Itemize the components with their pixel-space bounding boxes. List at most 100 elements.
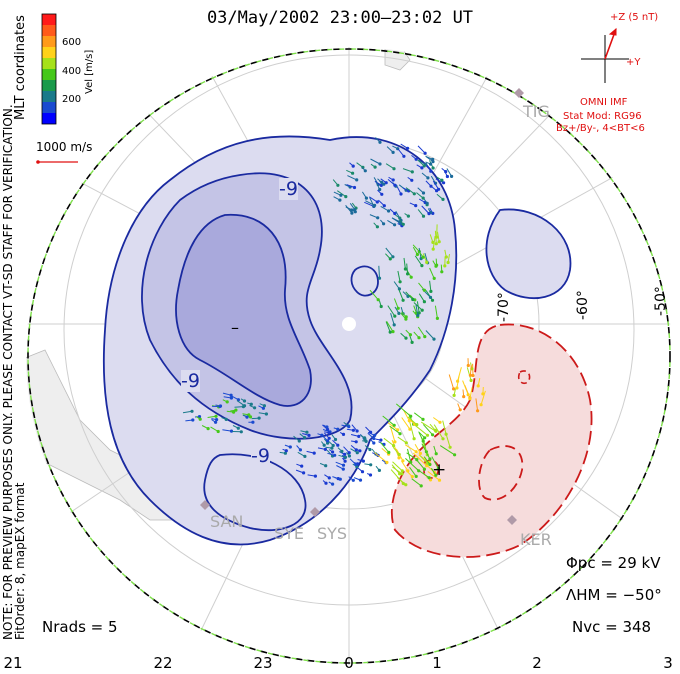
velocity-vector-origin — [215, 418, 219, 422]
velocity-vector-origin — [312, 451, 316, 455]
velocity-vector — [469, 387, 473, 399]
velocity-vector-origin — [442, 181, 446, 185]
colorbar-tick-400: 400 — [62, 66, 82, 77]
velocity-vector-origin — [368, 447, 372, 452]
velocity-vector-origin — [444, 432, 448, 436]
velocity-vector-origin — [298, 448, 302, 452]
velocity-vector-origin — [343, 459, 347, 463]
velocity-vector-origin — [351, 164, 355, 168]
velocity-vector-origin — [476, 409, 480, 413]
velocity-vector — [347, 175, 357, 181]
stat-model: Stat Mod: RG96 — [563, 111, 642, 122]
velocity-vector-origin — [431, 433, 435, 437]
velocity-vector-origin — [410, 340, 414, 344]
velocity-vector-origin — [343, 455, 348, 459]
mlt-label: 21 — [3, 654, 23, 672]
velocity-vector-origin — [355, 451, 359, 455]
velocity-vector — [374, 452, 388, 463]
velocity-vector — [439, 445, 455, 456]
velocity-vector-origin — [428, 462, 432, 467]
velocity-vector-origin — [423, 436, 427, 440]
velocity-vector-origin — [191, 418, 195, 422]
velocity-vector-origin — [425, 260, 429, 264]
velocity-vector-origin — [326, 441, 330, 445]
velocity-vector-origin — [341, 467, 345, 471]
colorbar-label: Vel [m/s] — [84, 49, 95, 94]
velocity-vector-origin — [417, 336, 421, 340]
velocity-vector-origin — [382, 204, 386, 208]
velocity-vector-origin — [466, 363, 470, 368]
velocity-vector-origin — [393, 211, 397, 216]
velocity-vector-origin — [197, 415, 202, 419]
velocity-vector — [369, 197, 375, 207]
velocity-vector-origin — [434, 473, 438, 477]
velocity-vector — [411, 478, 422, 487]
velocity-vector — [403, 409, 410, 422]
velocity-vector — [423, 456, 431, 465]
velocity-vector — [405, 458, 420, 472]
velocity-vector-origin — [331, 450, 335, 454]
velocity-vector — [390, 469, 404, 484]
vector-scale-label: 1000 m/s — [36, 140, 93, 154]
velocity-vector-origin — [284, 449, 288, 453]
velocity-vectors — [182, 137, 486, 488]
velocity-vector-origin — [333, 453, 337, 457]
velocity-vector-origin — [396, 428, 400, 432]
velocity-vector-origin — [376, 298, 380, 302]
velocity-vector-origin — [455, 386, 459, 390]
velocity-vector-origin — [336, 427, 340, 431]
velocity-vector-origin — [437, 478, 442, 482]
station-label: SYS — [317, 524, 348, 543]
velocity-vector-origin — [404, 441, 408, 445]
velocity-vector-origin — [393, 223, 397, 227]
velocity-vector — [416, 468, 430, 479]
velocity-vector-origin — [363, 436, 367, 440]
velocity-vector-origin — [406, 146, 410, 150]
cross-polar-potential: Φpc = 29 kV — [566, 554, 661, 572]
radar-count: Nrads = 5 — [42, 618, 118, 636]
velocity-vector-origin — [307, 433, 311, 437]
velocity-vector-origin — [410, 178, 414, 182]
potential-minimum-marker: – — [231, 318, 239, 337]
velocity-vector-origin — [419, 484, 423, 488]
velocity-vector-origin — [338, 198, 342, 202]
velocity-vector-origin — [425, 433, 430, 437]
colorbar-segment — [42, 25, 56, 36]
velocity-vector — [392, 461, 403, 472]
mlt-label: 2 — [532, 654, 542, 672]
velocity-vector-origin — [448, 445, 452, 449]
velocity-vector-origin — [225, 400, 229, 404]
velocity-vector — [380, 442, 390, 453]
velocity-vector-origin — [218, 404, 222, 408]
colorbar-segment — [42, 58, 56, 69]
velocity-vector — [369, 289, 379, 301]
velocity-vector-origin — [248, 415, 253, 419]
velocity-vector-origin — [257, 416, 261, 420]
velocity-vector-origin — [443, 264, 447, 268]
velocity-vector-origin — [422, 300, 426, 304]
velocity-vector — [414, 443, 421, 454]
potential-maximum-marker: + — [432, 460, 447, 480]
velocity-vector-origin — [404, 336, 408, 340]
velocity-vector — [422, 424, 433, 436]
velocity-vector-origin — [357, 434, 361, 438]
velocity-vector-origin — [404, 317, 408, 321]
velocity-vector — [414, 255, 423, 266]
contour-label: -9 — [279, 178, 298, 200]
velocity-vector — [391, 217, 401, 224]
velocity-vector-origin — [399, 221, 403, 226]
velocity-vector-origin — [214, 414, 218, 418]
colorbar-segment — [42, 47, 56, 58]
velocity-vector-origin — [379, 438, 383, 442]
velocity-vector — [437, 231, 440, 242]
velocity-vector-origin — [326, 439, 330, 443]
velocity-vector-origin — [347, 451, 351, 455]
velocity-vector-origin — [412, 437, 416, 441]
velocity-vector-origin — [462, 395, 466, 399]
velocity-vector-origin — [360, 470, 365, 474]
velocity-vector-origin — [341, 432, 346, 436]
velocity-vector-origin — [404, 483, 408, 487]
velocity-vector — [416, 301, 420, 313]
velocity-vector — [442, 420, 447, 435]
velocity-vector-origin — [411, 297, 415, 302]
